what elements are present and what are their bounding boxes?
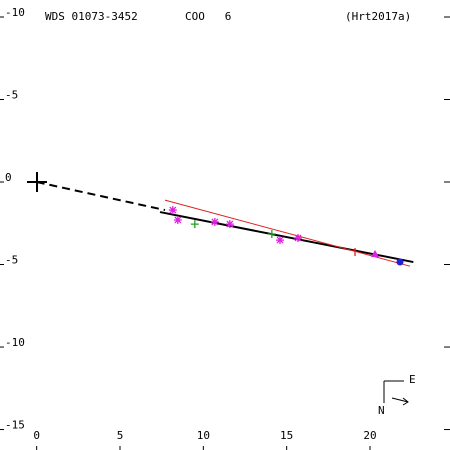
x-tick-label: 5 (117, 429, 124, 442)
point (168, 206, 177, 215)
y-tick-label: -10 (5, 6, 25, 19)
x-tick-label: 15 (280, 429, 293, 442)
point (371, 249, 379, 257)
point (190, 220, 199, 229)
point (173, 215, 182, 224)
chart-title: WDS 01073-3452 (45, 10, 138, 23)
y-tick-label: -10 (5, 336, 25, 349)
point (210, 217, 219, 226)
orbit-line (159, 211, 414, 264)
y-tick-label: -15 (5, 419, 25, 432)
chart-subtitle: COO 6 (185, 10, 231, 23)
point (396, 258, 404, 266)
x-tick-label: 0 (33, 429, 40, 442)
y-tick-label: 0 (5, 171, 12, 184)
compass-arrow (391, 397, 409, 406)
point (276, 236, 284, 245)
compass-east: E (409, 373, 416, 386)
orbit-line (164, 199, 411, 267)
reference: (Hrt2017a) (345, 10, 411, 23)
point (294, 233, 302, 242)
point (267, 229, 276, 238)
y-tick-label: -5 (5, 254, 18, 267)
x-tick-label: 10 (197, 429, 210, 442)
orbit-line (36, 181, 166, 212)
x-tick-label: 20 (363, 429, 376, 442)
compass-north: N (378, 404, 385, 417)
point (225, 220, 234, 229)
y-tick-label: -5 (5, 89, 18, 102)
